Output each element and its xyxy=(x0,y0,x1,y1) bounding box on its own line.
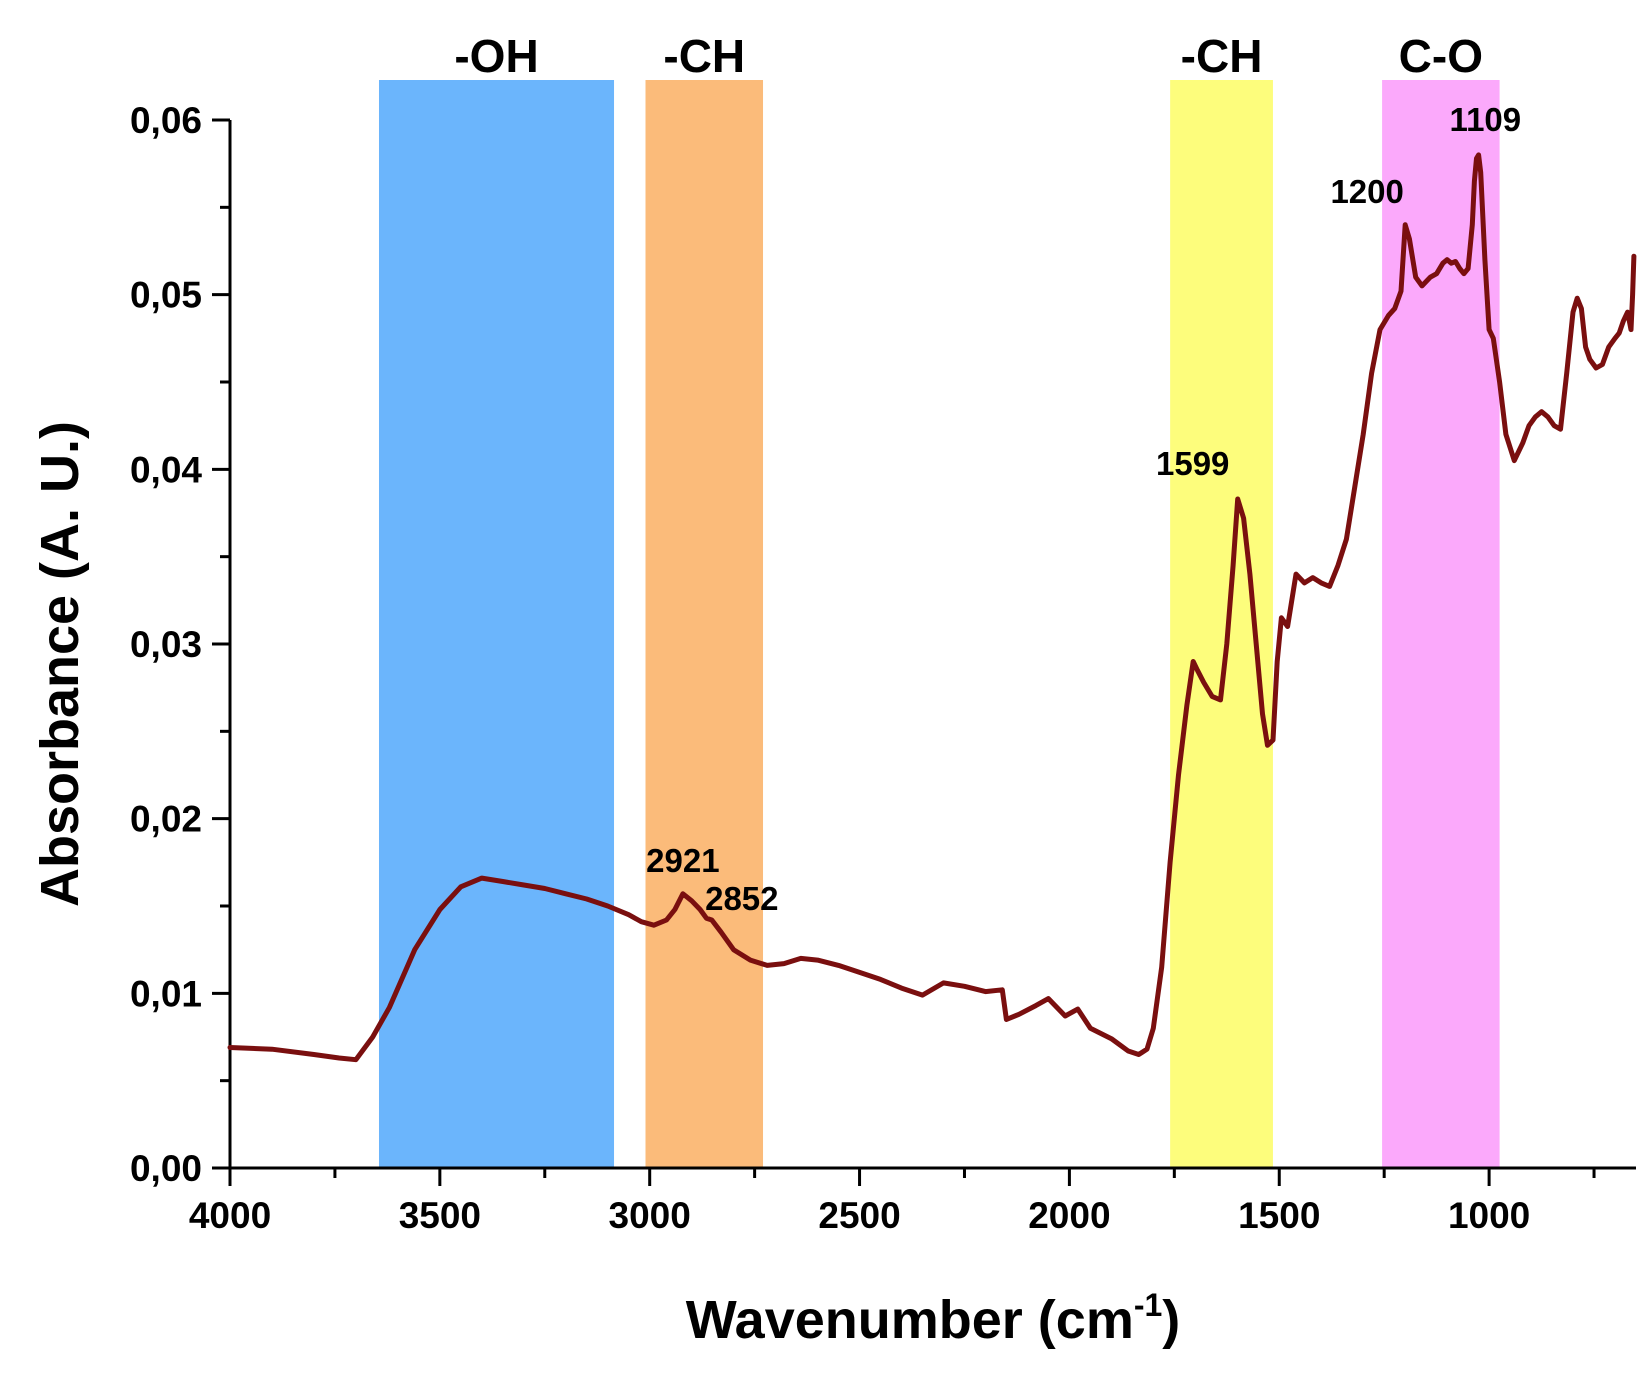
band-2 xyxy=(1170,80,1273,1168)
peak-label-1200: 1200 xyxy=(1330,173,1403,210)
x-tick-label-1500: 1500 xyxy=(1238,1195,1320,1236)
peak-label-2852: 2852 xyxy=(705,880,778,917)
series-layer xyxy=(227,152,1637,1063)
x-tick-label-2500: 2500 xyxy=(818,1195,900,1236)
peak-label-1599: 1599 xyxy=(1156,445,1229,482)
y-tick-label-5: 0,05 xyxy=(130,275,202,316)
tick-layer: 4000 3500 3000 2500 2000 1500 1000 0,00 0,01 0,02… xyxy=(130,100,1596,1236)
x-tick-label-3000: 3000 xyxy=(609,1195,691,1236)
x-axis-title: Wavenumber (cm-1) xyxy=(686,1287,1181,1350)
y-tick-label-6: 0,06 xyxy=(130,100,202,141)
y-axis-title: Absorbance (A. U.) xyxy=(30,421,90,907)
y-tick-label-3: 0,03 xyxy=(130,624,202,665)
band-label-2: -CH xyxy=(1181,30,1263,82)
x-tick-label-2000: 2000 xyxy=(1028,1195,1110,1236)
band-layer xyxy=(378,80,1500,1168)
y-tick-label-0: 0,00 xyxy=(130,1148,202,1189)
x-tick-label-1000: 1000 xyxy=(1448,1195,1530,1236)
x-tick-label-3500: 3500 xyxy=(399,1195,481,1236)
x-tick-label-4000: 4000 xyxy=(189,1195,271,1236)
peak-label-1109: 1109 xyxy=(1450,101,1522,138)
band-label-3: C-O xyxy=(1399,30,1483,82)
y-tick-label-2: 0,02 xyxy=(130,799,202,840)
band-label-1: -CH xyxy=(663,30,745,82)
peak-label-2921: 2921 xyxy=(646,842,719,879)
absorbance-series-line xyxy=(227,152,1637,1063)
y-tick-label-4: 0,04 xyxy=(130,449,202,490)
band-label-0: -OH xyxy=(454,30,538,82)
band-label-layer: -OH -CH -CH C-O xyxy=(454,30,1483,82)
y-tick-label-1: 0,01 xyxy=(130,973,202,1014)
band-0 xyxy=(378,80,615,1168)
band-1 xyxy=(645,80,764,1168)
